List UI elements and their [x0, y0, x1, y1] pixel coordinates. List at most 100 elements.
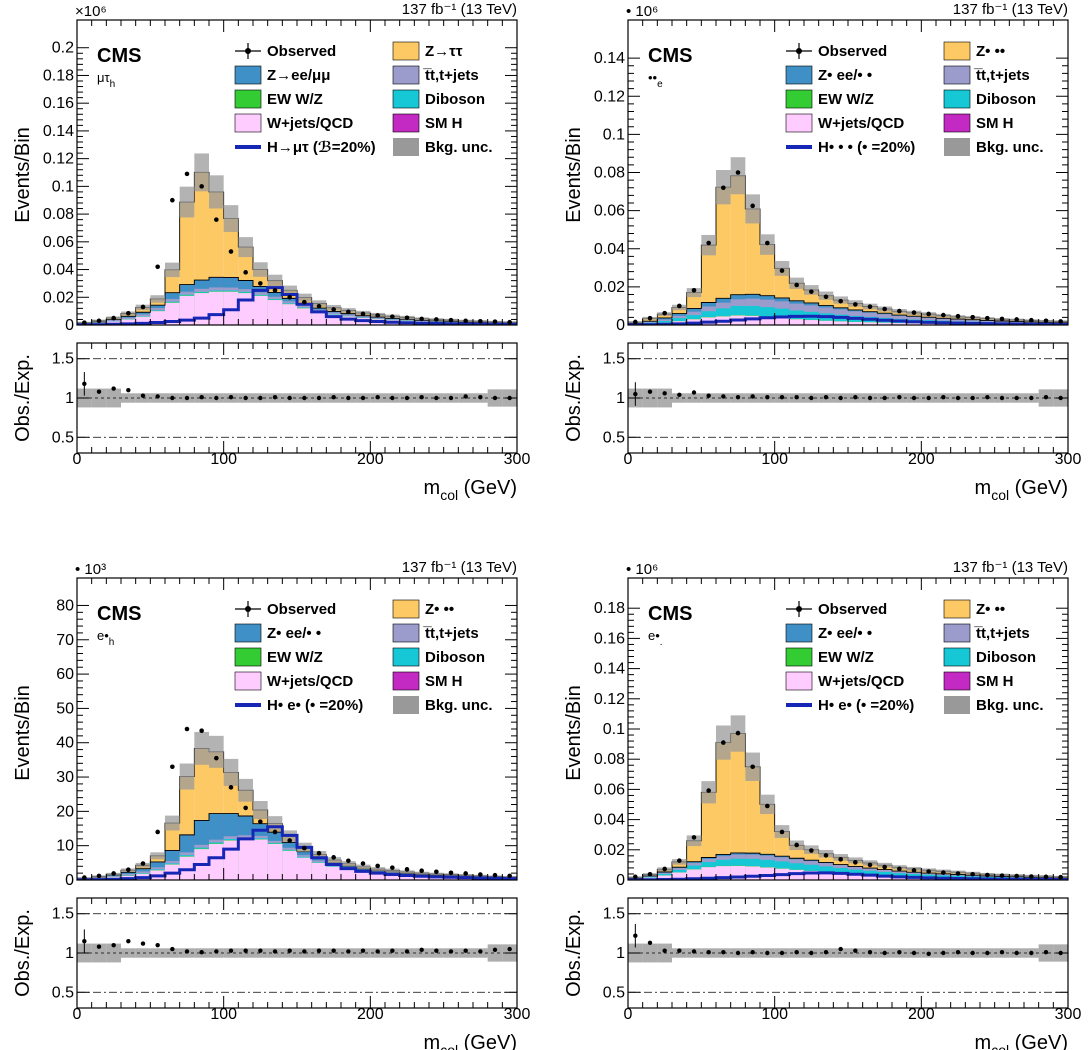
ratio-point-17: [882, 950, 887, 956]
observed-point-11: [794, 842, 799, 848]
legend-label-smh: SM H: [976, 673, 1014, 690]
observed-point-7: [735, 730, 741, 736]
channel-subscript: e: [657, 79, 663, 90]
ratio-unc-bin-28: [487, 944, 503, 962]
y-tick-label-9: 0.18: [594, 600, 625, 617]
x-axis-title-main: m: [975, 477, 992, 499]
ratio-point-6: [721, 394, 726, 399]
y-tick-label-7: 0.14: [43, 123, 74, 140]
legend-label-unc: Bkg. unc.: [425, 697, 493, 714]
y-tick-label-2: 20: [56, 803, 74, 820]
ratio-y-tick-label-0: 0.5: [52, 984, 74, 1001]
ratio-point-0: [633, 933, 638, 938]
ratio-point-0: [82, 381, 87, 387]
observed-point-22: [404, 315, 410, 321]
ratio-point-8: [750, 950, 755, 955]
ratio-point-5: [155, 942, 160, 948]
observed-point-11: [243, 805, 248, 811]
main-plot-area: [628, 715, 1068, 880]
x-tick-label-3: 300: [1055, 1006, 1082, 1023]
ratio-point-26: [463, 948, 468, 953]
unc-band-bin-12: [253, 262, 268, 277]
ratio-unc-bin-10: [223, 948, 239, 958]
legend-swatch-wjets: [785, 113, 813, 133]
y-tick-label-5: 50: [56, 700, 74, 717]
observed-point-9: [765, 803, 770, 809]
legend-observed-marker: [796, 606, 802, 612]
legend-label-ztautau: Z• ••: [425, 601, 454, 618]
observed-point-18: [346, 858, 351, 864]
y-tick-label-10: 0.2: [52, 40, 74, 57]
observed-point-9: [214, 755, 219, 761]
y-axis-title: Events/Bin: [12, 127, 34, 223]
observed-point-20: [375, 863, 380, 869]
legend-label-smh: SM H: [425, 673, 463, 690]
legend-swatch-ewwz: [234, 647, 262, 667]
bar-wjets-bin-14: [282, 304, 297, 325]
bar-wjets-bin-17: [877, 322, 892, 325]
observed-point-28: [1043, 318, 1049, 324]
y-tick-label-8: 80: [56, 597, 74, 614]
observed-point-17: [331, 855, 336, 860]
ratio-point-13: [823, 950, 829, 955]
bar-wjets-bin-9: [209, 843, 224, 880]
legend-swatch-unc: [393, 696, 419, 714]
ratio-unc-bin-12: [253, 948, 268, 958]
y-tick-label-3: 30: [56, 769, 74, 786]
y-tick-label-3: 0.06: [43, 234, 74, 251]
legend-swatch-diboson: [392, 647, 420, 667]
bar-wjets-bin-15: [297, 857, 312, 880]
y-tick-label-5: 0.1: [603, 126, 625, 143]
channel-subscript: h: [109, 637, 115, 648]
unc-band-bin-8: [194, 731, 209, 765]
bar-wjets-bin-17: [877, 875, 892, 880]
bar-wjets-bin-18: [892, 323, 907, 325]
unc-band-bin-5: [150, 295, 165, 303]
observed-point-23: [419, 868, 424, 874]
x-axis-title: mcol (GeV): [424, 477, 517, 503]
legend-swatch-ttbar: [943, 65, 971, 85]
bar-wjets-bin-17: [326, 314, 341, 325]
y-tick-label-5: 0.1: [603, 721, 625, 738]
observed-point-5: [706, 240, 711, 246]
ratio-unc-bin-3: [672, 393, 687, 403]
ratio-point-23: [419, 947, 424, 953]
legend-swatch-zll: [785, 623, 813, 643]
ratio-point-22: [404, 949, 410, 954]
observed-point-19: [911, 310, 917, 315]
ratio-point-2: [111, 386, 116, 391]
ratio-point-1: [647, 389, 653, 394]
ratio-point-10: [779, 395, 785, 400]
y-axis-title: Events/Bin: [563, 127, 585, 223]
observed-point-0: [633, 319, 638, 325]
ratio-point-12: [809, 950, 814, 956]
ratio-axis-title: Obs./Exp.: [563, 354, 585, 442]
x-tick-label-1: 100: [210, 451, 237, 468]
observed-point-20: [926, 869, 931, 874]
main-frame: [627, 577, 1069, 881]
observed-point-21: [390, 865, 395, 870]
ratio-y-tick-label-1: 1: [616, 945, 625, 962]
observed-point-27: [1029, 874, 1034, 879]
ratio-point-4: [691, 949, 697, 954]
ratio-point-3: [677, 392, 682, 398]
x-axis-title-main: m: [424, 477, 441, 499]
ratio-point-9: [765, 950, 770, 956]
observed-point-1: [647, 871, 653, 877]
ratio-point-9: [765, 395, 770, 400]
legend-label-ttbar: t̅t,t+jets: [973, 625, 1029, 642]
x-axis-title-sub: col: [440, 487, 458, 503]
channel-name: ••: [648, 70, 658, 85]
y-tick-label-6: 0.12: [594, 691, 625, 708]
ratio-point-29: [507, 946, 512, 952]
x-tick-label-3: 300: [504, 1006, 531, 1023]
observed-point-13: [272, 829, 278, 835]
ratio-frame: [627, 897, 1069, 1009]
observed-point-17: [882, 864, 887, 870]
bar-wjets-bin-4: [135, 316, 151, 325]
legend-swatch-diboson: [943, 89, 971, 109]
legend-swatch-ewwz: [785, 89, 813, 109]
ratio-point-12: [258, 395, 263, 401]
ratio-point-8: [199, 395, 204, 400]
observed-point-12: [258, 281, 263, 286]
